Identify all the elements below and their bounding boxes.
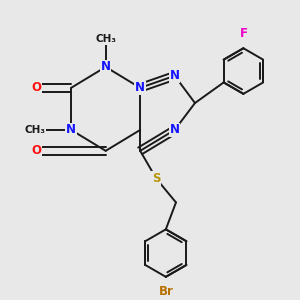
Text: N: N (135, 81, 145, 94)
Text: CH₃: CH₃ (95, 34, 116, 44)
Text: S: S (152, 172, 160, 185)
Text: O: O (32, 144, 42, 157)
Text: O: O (32, 81, 42, 94)
Text: F: F (239, 28, 247, 40)
Text: CH₃: CH₃ (25, 125, 46, 135)
Text: Br: Br (158, 285, 173, 298)
Text: N: N (170, 123, 180, 136)
Text: N: N (101, 60, 111, 74)
Text: N: N (66, 123, 76, 136)
Text: N: N (170, 69, 180, 82)
